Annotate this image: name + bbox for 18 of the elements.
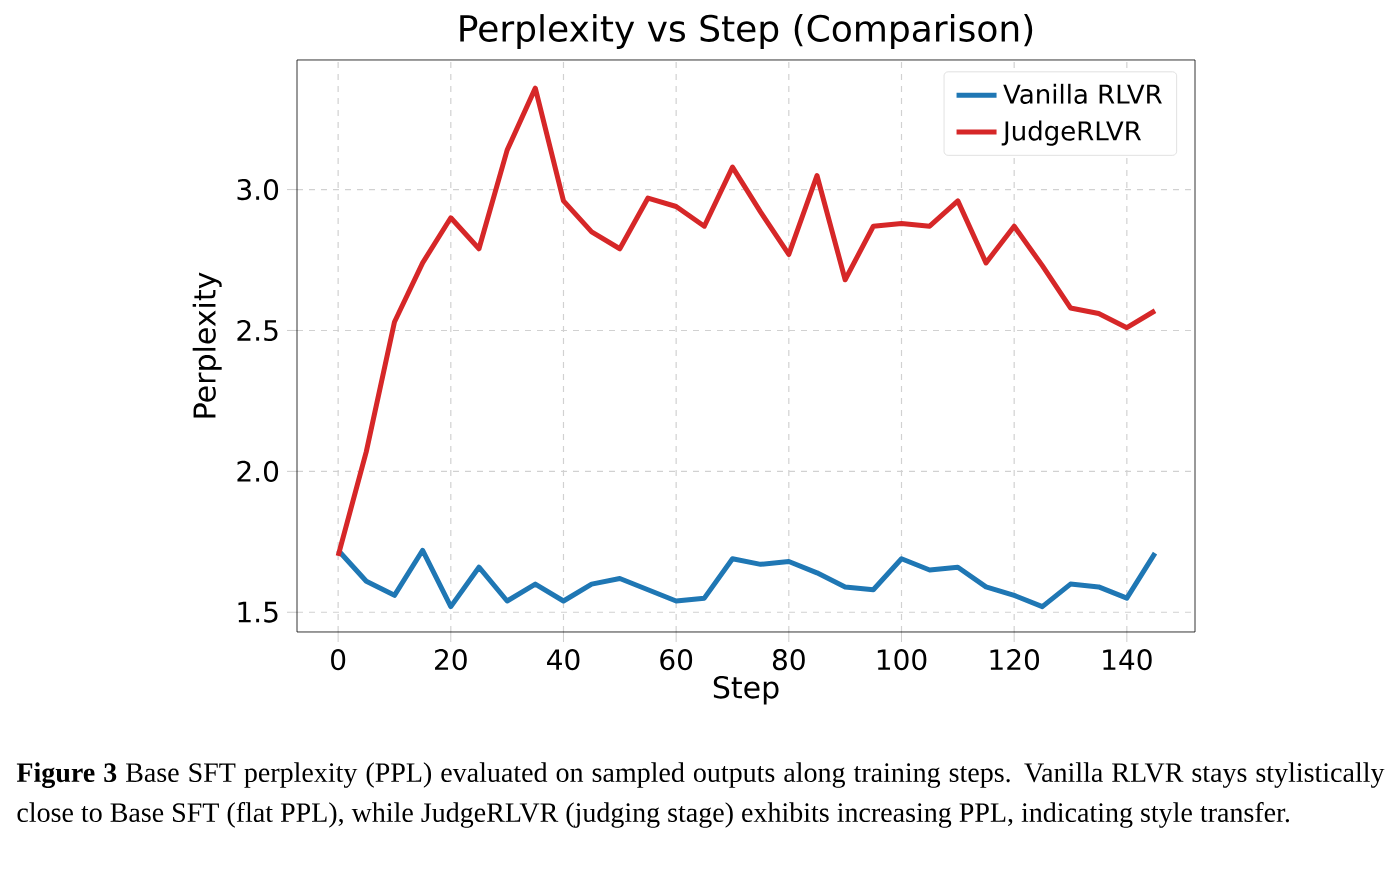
y-tick-label: 2.0 [237, 460, 279, 482]
x-tick-label: 100 [877, 649, 927, 671]
chart-title: Perplexity vs Step (Comparison) [460, 14, 1033, 49]
x-tick-label: 140 [1103, 649, 1152, 671]
x-tick-label: 120 [990, 649, 1040, 671]
x-tick-label: 80 [772, 649, 805, 671]
legend-label: Vanilla RLVR [1003, 83, 1162, 104]
x-axis-title: Step [713, 675, 779, 705]
y-tick-label: 2.5 [237, 319, 278, 342]
x-tick-label: 20 [435, 649, 467, 671]
y-tick-label: 1.5 [238, 601, 278, 623]
x-tick-label: 0 [331, 649, 346, 671]
y-tick-label: 3.0 [237, 178, 279, 201]
text: Figure 3 Base SFT perplexity (PPL) evaluated on sampled outputs along training steps. Vanilla RLVR stays stylistically close to Base SFT (flat PPL), while JudgeRLVR (judging stage) exhibits increasing PPL, indicating style transfer. [16, 762, 1385, 828]
x-tick-label: 60 [660, 649, 693, 671]
legend-label: JudgeRLVR [1001, 120, 1142, 146]
x-tick-label: 40 [547, 649, 580, 671]
y-axis-title: Perplexity [192, 272, 222, 418]
